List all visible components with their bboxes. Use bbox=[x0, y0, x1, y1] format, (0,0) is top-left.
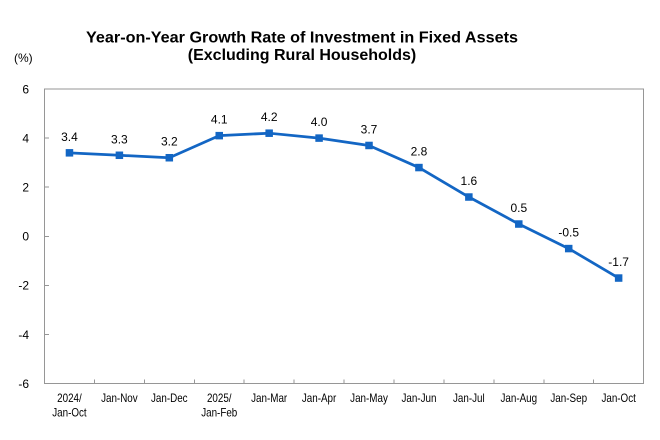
svg-text:Jan-Jul: Jan-Jul bbox=[453, 391, 485, 405]
svg-text:Jan-Sep: Jan-Sep bbox=[550, 391, 587, 405]
svg-text:Jan-Jun: Jan-Jun bbox=[401, 391, 436, 405]
svg-text:2024/: 2024/ bbox=[57, 391, 82, 405]
svg-text:-4: -4 bbox=[18, 328, 29, 342]
svg-text:2.8: 2.8 bbox=[411, 145, 428, 159]
svg-text:-6: -6 bbox=[18, 377, 29, 391]
svg-text:Jan-Dec: Jan-Dec bbox=[151, 391, 188, 405]
svg-text:3.7: 3.7 bbox=[361, 122, 378, 136]
svg-text:3.4: 3.4 bbox=[61, 130, 78, 144]
svg-text:3.2: 3.2 bbox=[161, 135, 178, 149]
svg-text:-1.7: -1.7 bbox=[608, 255, 629, 269]
svg-text:4.2: 4.2 bbox=[261, 110, 278, 124]
svg-text:-2: -2 bbox=[18, 279, 29, 293]
svg-text:1.6: 1.6 bbox=[461, 174, 478, 188]
svg-text:Jan-Oct: Jan-Oct bbox=[52, 406, 87, 420]
svg-text:Jan-Apr: Jan-Apr bbox=[302, 391, 337, 405]
svg-text:6: 6 bbox=[22, 82, 29, 96]
svg-text:(%): (%) bbox=[14, 51, 33, 65]
svg-text:4.1: 4.1 bbox=[211, 113, 228, 127]
svg-text:4: 4 bbox=[22, 131, 29, 145]
svg-text:0: 0 bbox=[22, 230, 29, 244]
svg-text:2: 2 bbox=[22, 181, 29, 195]
svg-text:4.0: 4.0 bbox=[311, 115, 328, 129]
svg-text:0.5: 0.5 bbox=[510, 201, 527, 215]
svg-text:3.3: 3.3 bbox=[111, 132, 128, 146]
svg-text:Year-on-Year Growth Rate of In: Year-on-Year Growth Rate of Investment i… bbox=[86, 30, 518, 47]
svg-text:Jan-Nov: Jan-Nov bbox=[101, 391, 138, 405]
svg-text:(Excluding Rural Households): (Excluding Rural Households) bbox=[188, 47, 416, 64]
svg-text:Jan-Oct: Jan-Oct bbox=[601, 391, 636, 405]
svg-text:Jan-Mar: Jan-Mar bbox=[251, 391, 287, 405]
svg-text:Jan-Aug: Jan-Aug bbox=[500, 391, 537, 405]
svg-text:Jan-Feb: Jan-Feb bbox=[201, 406, 237, 420]
svg-text:-0.5: -0.5 bbox=[558, 226, 579, 240]
svg-text:2025/: 2025/ bbox=[207, 391, 232, 405]
svg-text:Jan-May: Jan-May bbox=[350, 391, 388, 405]
